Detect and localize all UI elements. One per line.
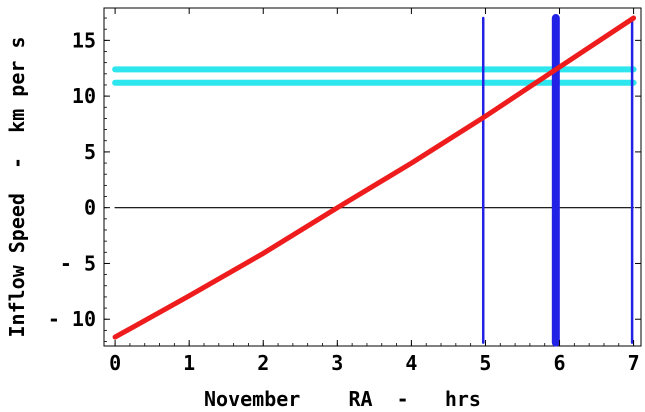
plot-frame: [103, 7, 642, 347]
y-tick-label: 10: [72, 84, 96, 108]
x-tick-label: 0: [109, 351, 121, 375]
x-tick-label: 7: [628, 351, 640, 375]
x-tick-label: 4: [405, 351, 417, 375]
x-tick-label: 6: [554, 351, 566, 375]
tick-layer: 0 1 2 3 4 5 6 7 - 10 - 5 0 5 10 15: [48, 8, 641, 375]
x-tick-label: 3: [331, 351, 343, 375]
x-axis-title: November RA - hrs: [204, 387, 481, 411]
x-tick-label: 1: [183, 351, 195, 375]
y-axis-title: Inflow Speed - km per s: [5, 36, 29, 337]
y-tick-label: 0: [84, 196, 96, 220]
x-tick-label: 2: [257, 351, 269, 375]
y-tick-label: - 10: [48, 307, 96, 331]
data-layer: [112, 14, 637, 347]
plot-border: [103, 7, 642, 347]
y-tick-label: - 5: [60, 251, 96, 275]
y-tick-label: 5: [84, 140, 96, 164]
x-tick-label: 5: [479, 351, 491, 375]
y-tick-label: 15: [72, 28, 96, 52]
main-curve-line: [112, 15, 637, 340]
